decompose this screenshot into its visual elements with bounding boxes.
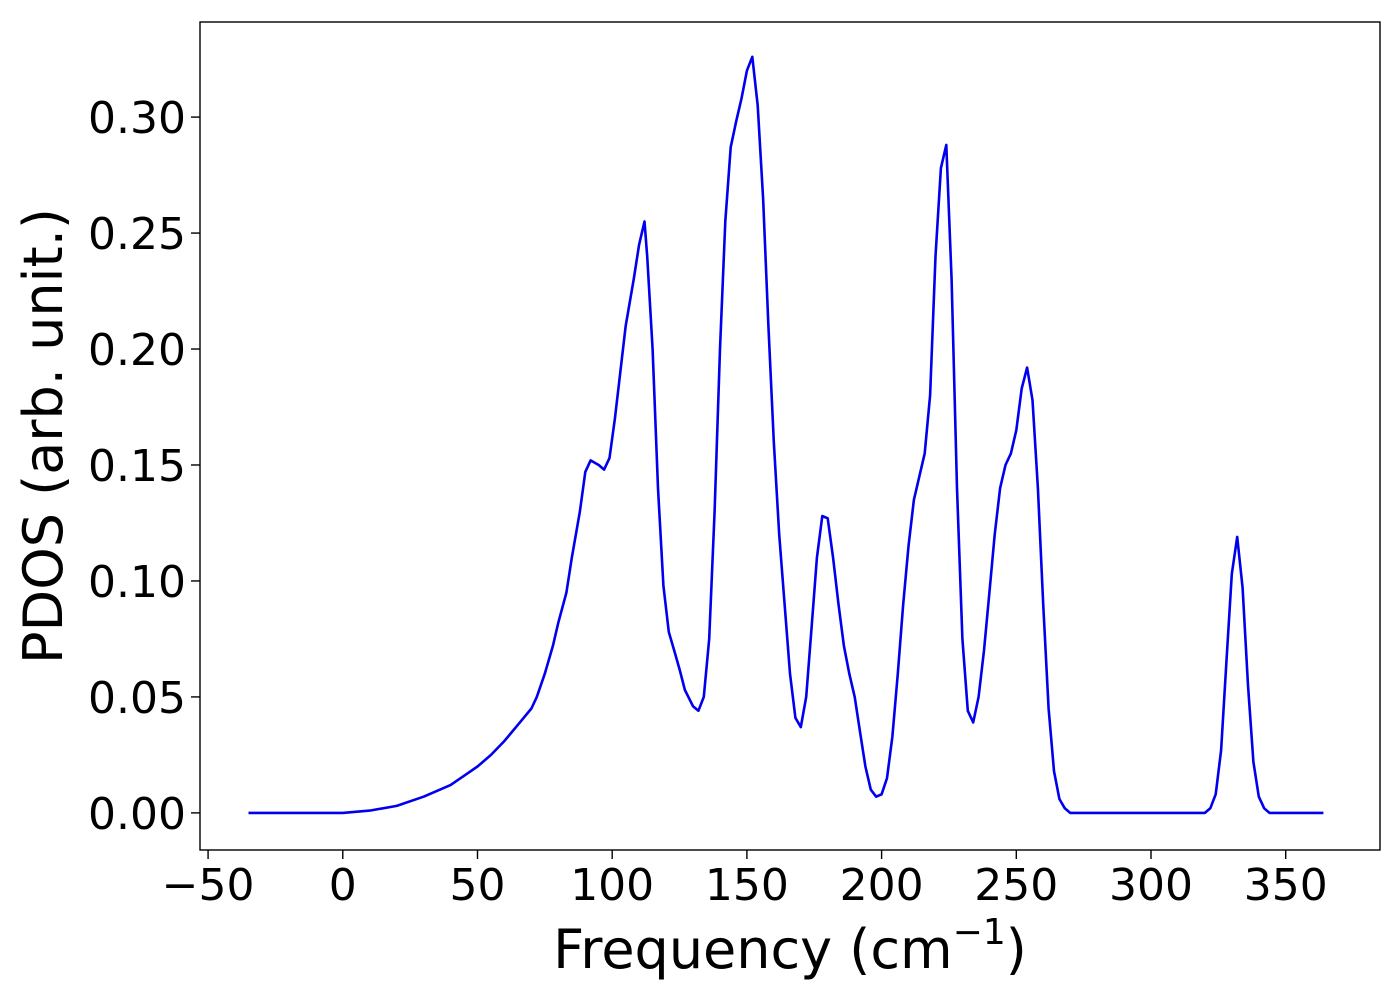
plot-frame [199, 21, 1381, 851]
series-layer [248, 55, 1324, 815]
x-tick-label: 300 [1109, 860, 1193, 911]
x-tick-label: 200 [840, 860, 924, 911]
y-tick-label: 0.00 [88, 789, 186, 840]
x-axis-title-superscript: −1 [953, 912, 1006, 953]
y-axis-ticks: 0.00 0.05 0.10 0.15 0.20 0.25 0.30 [88, 93, 200, 840]
y-axis-title: PDOS (arb. unit.) [12, 208, 75, 664]
y-tick-label: 0.30 [88, 93, 186, 144]
y-tick-label: 0.05 [88, 673, 186, 724]
pdos-series-line [248, 55, 1324, 815]
x-tick-label: −50 [162, 860, 255, 911]
x-axis-title-text: Frequency (cm [553, 918, 953, 981]
x-tick-label: 150 [705, 860, 789, 911]
x-axis-title-close: ) [1006, 918, 1027, 981]
x-tick-label: 0 [329, 860, 357, 911]
x-tick-label: 350 [1244, 860, 1328, 911]
x-tick-label: 250 [974, 860, 1058, 911]
x-axis-ticks: −50 0 50 100 150 200 250 300 350 [162, 850, 1328, 911]
y-tick-label: 0.25 [88, 209, 186, 260]
y-tick-label: 0.20 [88, 325, 186, 376]
x-tick-label: 100 [570, 860, 654, 911]
y-tick-label: 0.15 [88, 441, 186, 492]
x-axis-title: Frequency (cm−1) [553, 912, 1027, 981]
x-tick-label: 50 [449, 860, 505, 911]
y-tick-label: 0.10 [88, 557, 186, 608]
